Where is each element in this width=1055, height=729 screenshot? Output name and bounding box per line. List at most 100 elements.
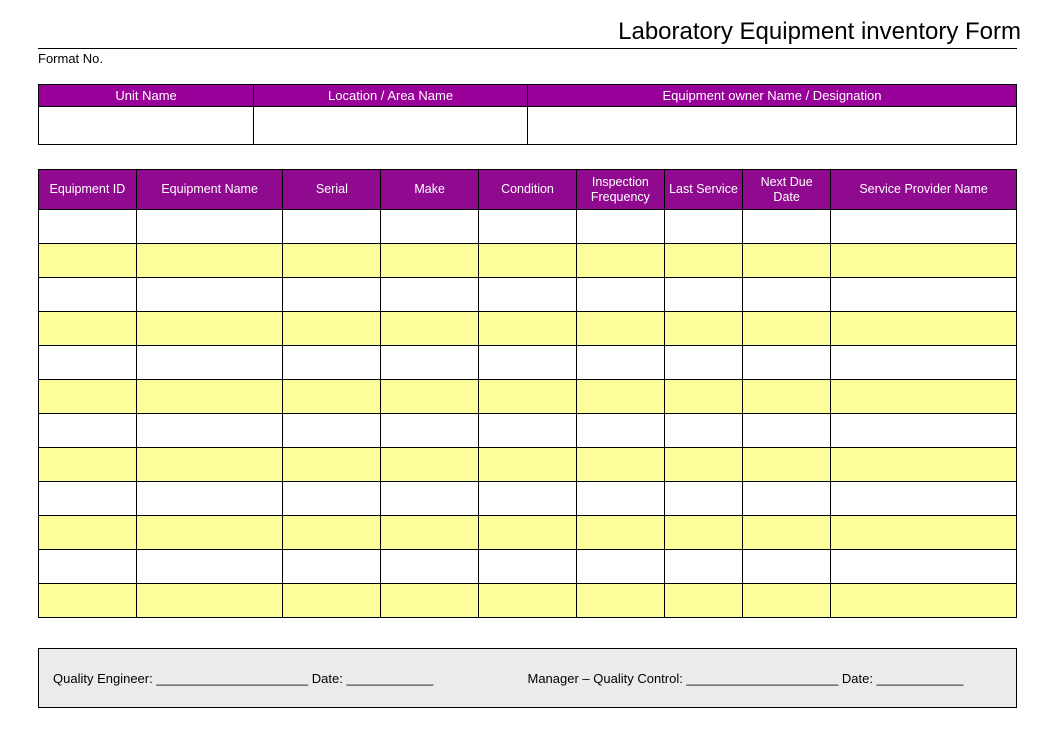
table-cell[interactable]: [136, 380, 283, 414]
table-cell[interactable]: [381, 244, 479, 278]
table-cell[interactable]: [381, 448, 479, 482]
table-cell[interactable]: [381, 414, 479, 448]
table-cell[interactable]: [39, 380, 137, 414]
table-cell[interactable]: [479, 584, 577, 618]
table-cell[interactable]: [381, 516, 479, 550]
table-cell[interactable]: [381, 584, 479, 618]
table-cell[interactable]: [136, 448, 283, 482]
table-cell[interactable]: [136, 210, 283, 244]
table-cell[interactable]: [381, 482, 479, 516]
table-cell[interactable]: [136, 244, 283, 278]
table-cell[interactable]: [831, 312, 1017, 346]
info-cell-location[interactable]: [254, 107, 528, 145]
table-cell[interactable]: [831, 448, 1017, 482]
table-cell[interactable]: [39, 584, 137, 618]
table-cell[interactable]: [576, 346, 664, 380]
table-cell[interactable]: [831, 584, 1017, 618]
table-cell[interactable]: [831, 516, 1017, 550]
table-cell[interactable]: [39, 516, 137, 550]
table-cell[interactable]: [39, 278, 137, 312]
table-cell[interactable]: [576, 210, 664, 244]
table-cell[interactable]: [743, 516, 831, 550]
table-cell[interactable]: [283, 210, 381, 244]
table-cell[interactable]: [576, 244, 664, 278]
table-cell[interactable]: [831, 380, 1017, 414]
table-cell[interactable]: [283, 380, 381, 414]
table-cell[interactable]: [831, 244, 1017, 278]
table-cell[interactable]: [283, 346, 381, 380]
table-cell[interactable]: [479, 550, 577, 584]
table-cell[interactable]: [479, 312, 577, 346]
table-cell[interactable]: [39, 210, 137, 244]
table-cell[interactable]: [743, 550, 831, 584]
table-cell[interactable]: [136, 516, 283, 550]
table-cell[interactable]: [136, 550, 283, 584]
table-cell[interactable]: [664, 448, 742, 482]
table-cell[interactable]: [479, 244, 577, 278]
table-cell[interactable]: [664, 516, 742, 550]
table-cell[interactable]: [283, 244, 381, 278]
table-cell[interactable]: [39, 482, 137, 516]
table-cell[interactable]: [743, 312, 831, 346]
table-cell[interactable]: [283, 278, 381, 312]
table-cell[interactable]: [664, 482, 742, 516]
table-cell[interactable]: [479, 482, 577, 516]
table-cell[interactable]: [39, 244, 137, 278]
table-cell[interactable]: [381, 278, 479, 312]
table-cell[interactable]: [136, 346, 283, 380]
table-cell[interactable]: [39, 550, 137, 584]
table-cell[interactable]: [381, 346, 479, 380]
table-cell[interactable]: [39, 312, 137, 346]
table-cell[interactable]: [576, 414, 664, 448]
table-cell[interactable]: [664, 550, 742, 584]
table-cell[interactable]: [479, 278, 577, 312]
table-cell[interactable]: [576, 550, 664, 584]
table-cell[interactable]: [136, 584, 283, 618]
table-cell[interactable]: [664, 278, 742, 312]
table-cell[interactable]: [283, 482, 381, 516]
table-cell[interactable]: [743, 346, 831, 380]
table-cell[interactable]: [664, 380, 742, 414]
table-cell[interactable]: [283, 516, 381, 550]
table-cell[interactable]: [39, 346, 137, 380]
table-cell[interactable]: [136, 482, 283, 516]
info-cell-owner[interactable]: [527, 107, 1016, 145]
table-cell[interactable]: [831, 550, 1017, 584]
table-cell[interactable]: [136, 414, 283, 448]
table-cell[interactable]: [381, 550, 479, 584]
table-cell[interactable]: [831, 482, 1017, 516]
table-cell[interactable]: [479, 346, 577, 380]
table-cell[interactable]: [664, 210, 742, 244]
table-cell[interactable]: [283, 550, 381, 584]
table-cell[interactable]: [576, 448, 664, 482]
table-cell[interactable]: [743, 482, 831, 516]
table-cell[interactable]: [381, 312, 479, 346]
table-cell[interactable]: [479, 380, 577, 414]
table-cell[interactable]: [664, 346, 742, 380]
table-cell[interactable]: [664, 584, 742, 618]
table-cell[interactable]: [136, 278, 283, 312]
table-cell[interactable]: [576, 312, 664, 346]
table-cell[interactable]: [743, 244, 831, 278]
table-cell[interactable]: [576, 380, 664, 414]
table-cell[interactable]: [479, 448, 577, 482]
table-cell[interactable]: [743, 210, 831, 244]
table-cell[interactable]: [743, 448, 831, 482]
table-cell[interactable]: [283, 414, 381, 448]
table-cell[interactable]: [479, 516, 577, 550]
table-cell[interactable]: [39, 448, 137, 482]
table-cell[interactable]: [743, 278, 831, 312]
table-cell[interactable]: [831, 346, 1017, 380]
table-cell[interactable]: [283, 312, 381, 346]
table-cell[interactable]: [381, 210, 479, 244]
table-cell[interactable]: [743, 584, 831, 618]
table-cell[interactable]: [576, 584, 664, 618]
table-cell[interactable]: [743, 414, 831, 448]
table-cell[interactable]: [576, 278, 664, 312]
table-cell[interactable]: [664, 312, 742, 346]
table-cell[interactable]: [479, 210, 577, 244]
table-cell[interactable]: [664, 244, 742, 278]
table-cell[interactable]: [743, 380, 831, 414]
table-cell[interactable]: [283, 448, 381, 482]
table-cell[interactable]: [831, 414, 1017, 448]
